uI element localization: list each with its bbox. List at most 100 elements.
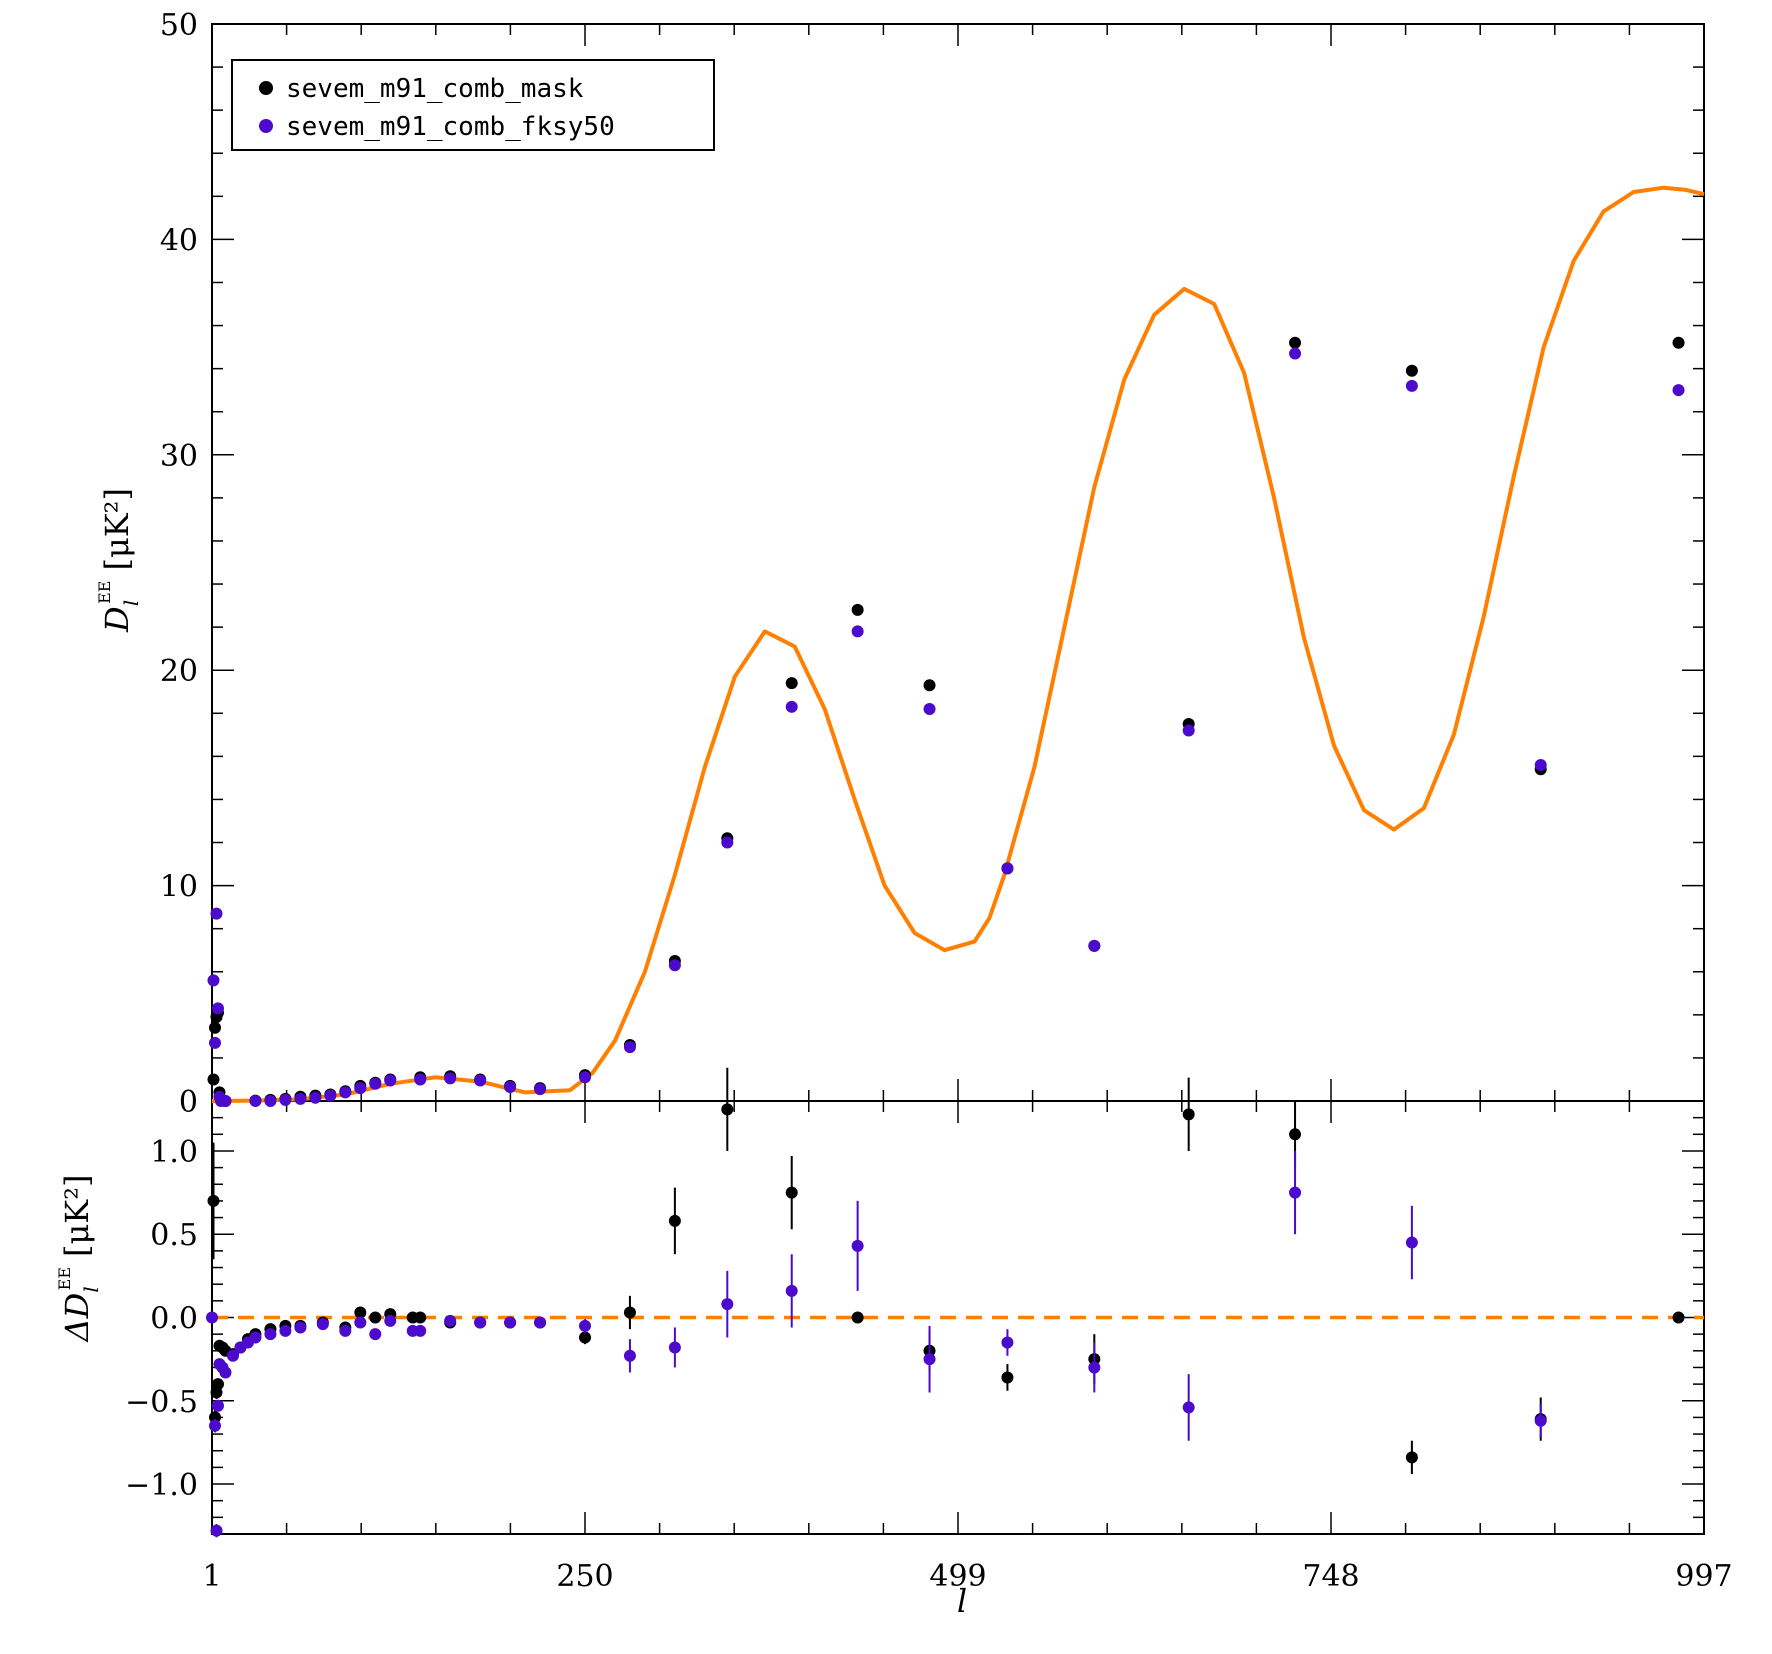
bottom-point-mask [208, 1411, 221, 1424]
top-point-fksy50 [207, 974, 220, 987]
top-point-fksy50 [474, 1074, 487, 1087]
bottom-ylabel-main: ΔD [58, 1293, 96, 1344]
bottom-point-fksy50 [1289, 1186, 1302, 1199]
bottom-point-fksy50 [208, 1419, 221, 1432]
bottom-point-mask [1289, 1128, 1302, 1141]
top-point-fksy50 [279, 1093, 292, 1106]
bottom-y-tick-label: −1.0 [125, 1468, 198, 1503]
labels-layer: 0 10 20 30 40 50 −1.0 −0.5 0.0 0.5 1.0 1 250 499 748 99… [125, 8, 1732, 1594]
top-point-fksy50 [414, 1073, 427, 1086]
bottom-point-fksy50 [1088, 1361, 1101, 1374]
bottom-point-mask [1405, 1451, 1418, 1464]
top-ylabel-unit: [μK²] [98, 488, 136, 571]
top-ylabel-sup: EE [95, 581, 114, 604]
svg-text:ΔDlEE[μK²]: ΔDl EE [μK²] [55, 1174, 103, 1343]
x-tick-label: 997 [1675, 1559, 1732, 1594]
top-point-mask [785, 677, 798, 690]
bottom-point-mask [1001, 1371, 1014, 1384]
top-point-fksy50 [721, 836, 734, 849]
top-point-fksy50 [1182, 724, 1195, 737]
top-point-fksy50 [309, 1091, 322, 1104]
legend-marker-fksy50 [259, 119, 273, 133]
bottom-point-mask [369, 1311, 382, 1324]
bottom-point-mask [207, 1194, 220, 1207]
bottom-point-fksy50 [316, 1318, 329, 1331]
top-point-mask [1289, 336, 1302, 349]
bottom-point-fksy50 [504, 1316, 517, 1329]
x-tick-label: 1 [202, 1559, 221, 1594]
bottom-point-mask [414, 1311, 427, 1324]
axes-layer [211, 23, 1705, 1535]
bottom-point-fksy50 [384, 1314, 397, 1327]
legend-box [231, 59, 715, 151]
bottom-point-fksy50 [354, 1316, 367, 1329]
bottom-point-fksy50 [210, 1524, 223, 1537]
top-point-fksy50 [579, 1071, 591, 1084]
bottom-point-fksy50 [294, 1321, 307, 1334]
bottom-point-fksy50 [623, 1349, 636, 1362]
top-y-tick-label: 20 [160, 654, 198, 689]
legend: sevem_m91_comb_mask sevem_m91_comb_fksy5… [231, 59, 715, 151]
top-point-fksy50 [1001, 862, 1014, 875]
top-point-mask [1672, 336, 1685, 349]
bottom-point-fksy50 [226, 1349, 239, 1362]
top-point-fksy50 [1534, 758, 1547, 771]
bottom-y-tick-label: −0.5 [125, 1385, 198, 1420]
top-point-fksy50 [1088, 939, 1101, 952]
legend-label-mask: sevem_m91_comb_mask [286, 74, 584, 104]
bottom-y-tick-label: 0.0 [150, 1302, 198, 1337]
top-point-fksy50 [324, 1089, 337, 1102]
bottom-point-fksy50 [851, 1239, 864, 1252]
bottom-point-fksy50 [1001, 1336, 1014, 1349]
top-y-tick-label: 0 [179, 1085, 198, 1120]
top-ylabel-main: D [98, 606, 136, 633]
top-point-fksy50 [851, 625, 864, 638]
bottom-point-fksy50 [1534, 1414, 1547, 1427]
top-point-fksy50 [369, 1077, 382, 1090]
top-point-fksy50 [504, 1080, 517, 1093]
top-point-fksy50 [219, 1095, 232, 1107]
top-point-fksy50 [444, 1072, 457, 1085]
top-point-fksy50 [1672, 384, 1685, 397]
bottom-point-fksy50 [721, 1298, 734, 1311]
bottom-y-tick-label: 1.0 [150, 1135, 198, 1170]
top-point-fksy50 [354, 1082, 367, 1095]
bottom-point-fksy50 [264, 1328, 277, 1341]
legend-label-fksy50: sevem_m91_comb_fksy50 [286, 112, 615, 142]
top-point-fksy50 [211, 1002, 224, 1015]
bottom-point-fksy50 [279, 1324, 292, 1337]
bottom-point-fksy50 [1405, 1236, 1418, 1249]
top-point-mask [1405, 364, 1418, 377]
bottom-point-fksy50 [444, 1314, 457, 1327]
bottom-point-fksy50 [1182, 1401, 1195, 1414]
bottom-point-mask [851, 1311, 864, 1324]
top-y-tick-label: 10 [160, 870, 198, 905]
model-curve [211, 185, 1705, 1103]
bottom-point-fksy50 [474, 1316, 487, 1329]
top-point-fksy50 [668, 959, 681, 972]
top-point-fksy50 [1405, 379, 1418, 392]
top-point-fksy50 [249, 1095, 262, 1107]
bottom-point-fksy50 [369, 1328, 382, 1341]
bottom-point-mask [668, 1214, 681, 1227]
bottom-point-fksy50 [534, 1316, 547, 1329]
top-point-fksy50 [264, 1095, 277, 1107]
top-point-fksy50 [534, 1083, 547, 1096]
top-y-axis-label: Dl EE [μK²] [95, 488, 143, 633]
x-axis-label: l [957, 1582, 967, 1620]
bottom-point-fksy50 [211, 1399, 224, 1412]
bottom-point-fksy50 [249, 1331, 262, 1344]
top-y-tick-label: 30 [160, 439, 198, 474]
bottom-point-mask [579, 1331, 591, 1344]
bottom-y-tick-label: 0.5 [150, 1218, 198, 1253]
bottom-point-mask [354, 1306, 367, 1319]
svg-text:DlEE[μK²]: Dl EE [μK²] [95, 488, 143, 633]
data-points-layer [206, 336, 1685, 1538]
top-point-fksy50 [208, 1036, 221, 1049]
top-y-tick-label: 40 [160, 223, 198, 258]
bottom-point-mask [623, 1306, 636, 1319]
bottom-point-mask [211, 1378, 224, 1391]
top-point-fksy50 [294, 1092, 307, 1105]
